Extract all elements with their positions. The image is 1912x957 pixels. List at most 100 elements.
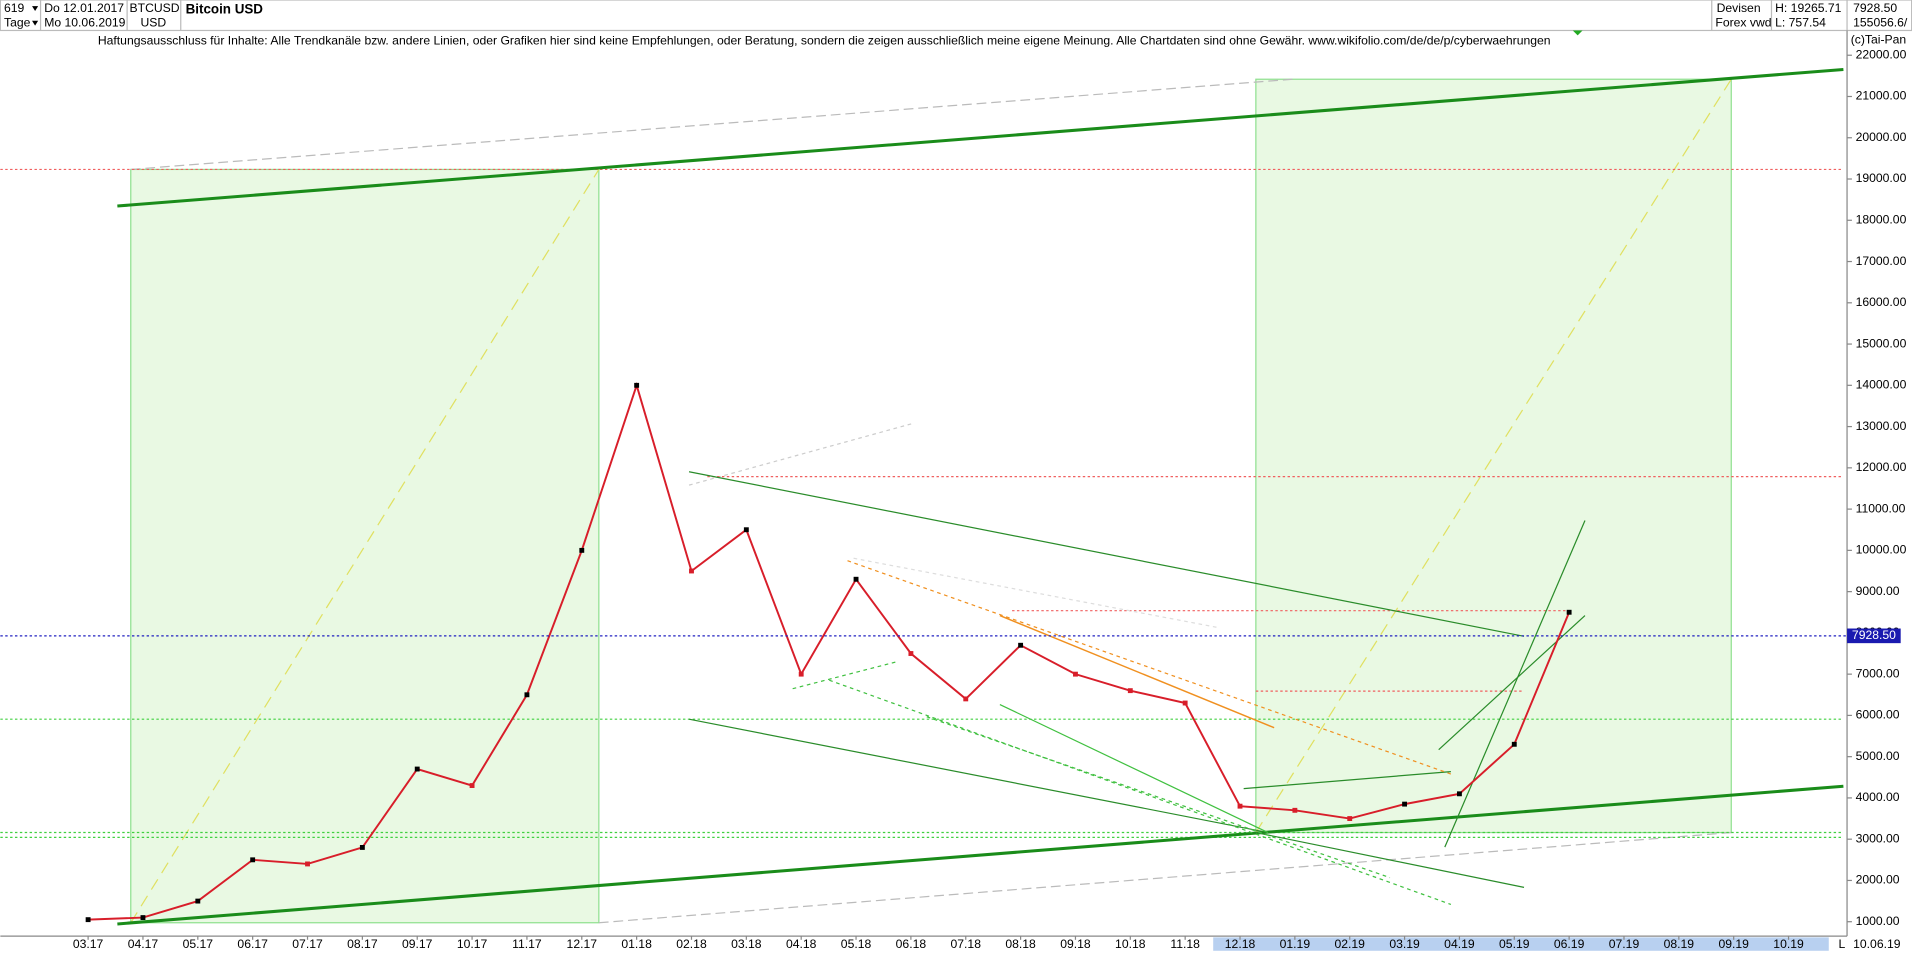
price-point	[853, 576, 859, 582]
y-tick-label: 13000.00	[1856, 419, 1907, 433]
y-tick-label: 22000.00	[1856, 47, 1907, 61]
trend-line	[999, 704, 1269, 834]
y-tick-label: 16000.00	[1856, 295, 1907, 309]
price-point	[359, 845, 365, 850]
x-tick-label: 01.18	[621, 937, 652, 951]
price-point	[1347, 816, 1353, 821]
dropdown-arrow[interactable]	[32, 6, 39, 11]
y-tick-label: 7000.00	[1856, 666, 1900, 680]
y-tick-label: 5000.00	[1856, 749, 1900, 763]
price-point	[1456, 791, 1462, 797]
price-point	[1511, 741, 1517, 747]
price-point	[1127, 688, 1133, 694]
x-tick-label: 11.17	[512, 937, 542, 951]
y-tick-label: 9000.00	[1856, 584, 1900, 598]
high: H: 19265.71	[1775, 1, 1842, 15]
channel-line	[688, 718, 1269, 834]
trend-line	[1255, 78, 1732, 833]
x-tick-label: 01.19	[1280, 937, 1311, 951]
currency: USD	[141, 15, 167, 29]
trend-line	[130, 78, 1293, 171]
x-tick-label: 04.18	[786, 937, 817, 951]
id-label: 619	[4, 1, 25, 15]
header-bar	[0, 0, 1912, 32]
marker	[1572, 30, 1583, 36]
low: L: 757.54	[1775, 15, 1826, 29]
date-to: Mo 10.06.2019	[44, 15, 125, 29]
price-point	[689, 568, 694, 574]
x-tick-label: 02.18	[676, 937, 707, 951]
scale-mode[interactable]: L	[1839, 937, 1846, 951]
x-tick-label: 03.18	[731, 937, 762, 951]
x-tick-label: 08.19	[1664, 937, 1695, 951]
x-tick-label: 09.18	[1060, 937, 1091, 951]
y-tick-label: 11000.00	[1856, 501, 1906, 515]
y-tick-label: 6000.00	[1856, 708, 1900, 722]
price-point	[579, 547, 585, 553]
x-tick-label: 03.17	[73, 937, 104, 951]
x-tick-label: 10.19	[1773, 937, 1804, 951]
y-tick-label: 4000.00	[1856, 790, 1900, 804]
x-tick-label: 04.17	[128, 937, 159, 951]
price-point	[140, 915, 146, 921]
y-tick-label: 2000.00	[1856, 873, 1900, 887]
x-tick-label: 12.17	[567, 937, 598, 951]
last-price-box	[1847, 628, 1901, 644]
x-tick-label: 11.18	[1170, 937, 1200, 951]
drawings	[0, 67, 1844, 926]
x-tick-label: 04.19	[1444, 937, 1475, 951]
disclaimer: Haftungsausschluss für Inhalte: Alle Tre…	[98, 34, 1551, 48]
price-point	[85, 917, 91, 923]
x-tick-label: 12.18	[1225, 937, 1256, 951]
y-tick-label: 17000.00	[1856, 254, 1907, 268]
visible-range-band[interactable]	[1213, 937, 1829, 951]
x-tick-label: 02.19	[1334, 937, 1365, 951]
price-point	[743, 527, 749, 533]
y-tick-label: 3000.00	[1856, 831, 1900, 845]
y-tick-label: 12000.00	[1856, 460, 1907, 474]
price-point	[414, 766, 420, 772]
price-point	[1402, 801, 1408, 807]
price-point	[634, 382, 640, 388]
x-tick-label: 07.17	[292, 937, 323, 951]
trend-line	[1243, 770, 1451, 790]
price-point	[1566, 609, 1572, 615]
x-tick-label: 09.19	[1718, 937, 1749, 951]
price-point	[1073, 671, 1078, 677]
price-point	[1237, 803, 1243, 809]
trend-line	[688, 422, 915, 486]
volume: 155056.6/	[1853, 15, 1908, 29]
trend-line	[1444, 520, 1586, 848]
x-tick-label: 05.18	[841, 937, 872, 951]
price-point	[195, 898, 201, 904]
price-point	[1018, 642, 1024, 648]
trend-line	[829, 679, 1452, 906]
x-tick-label: 06.17	[237, 937, 268, 951]
trend-line	[1255, 831, 1525, 888]
y-tick-label: 18000.00	[1856, 212, 1907, 226]
y-tick-label: 19000.00	[1856, 171, 1907, 185]
date-from: Do 12.01.2017	[44, 1, 124, 15]
x-tick-label: 05.17	[183, 937, 214, 951]
x-tick-label: 08.17	[347, 937, 378, 951]
trend-line	[792, 661, 897, 690]
price-point	[524, 692, 530, 698]
price-point	[1182, 700, 1188, 706]
y-tick-label: 21000.00	[1856, 89, 1907, 103]
last-price: 7928.50	[1853, 1, 1897, 15]
dropdown-arrow[interactable]	[32, 20, 39, 26]
x-tick-label: 10.18	[1115, 937, 1146, 951]
x-tick-label: 03.19	[1389, 937, 1420, 951]
copyright: (c)Tai-Pan	[1851, 32, 1906, 46]
price-point	[305, 861, 310, 867]
price-point	[908, 651, 914, 656]
price-point	[1292, 807, 1298, 813]
period: Tage	[4, 15, 31, 29]
channel-line	[117, 67, 1844, 208]
trend-line	[926, 716, 1391, 879]
x-tick-label: 07.18	[951, 937, 982, 951]
last-price-label: 7928.50	[1852, 628, 1896, 642]
trend-line	[999, 614, 1275, 729]
end-date: 10.06.19	[1853, 937, 1901, 951]
x-tick-label: 06.18	[896, 937, 927, 951]
